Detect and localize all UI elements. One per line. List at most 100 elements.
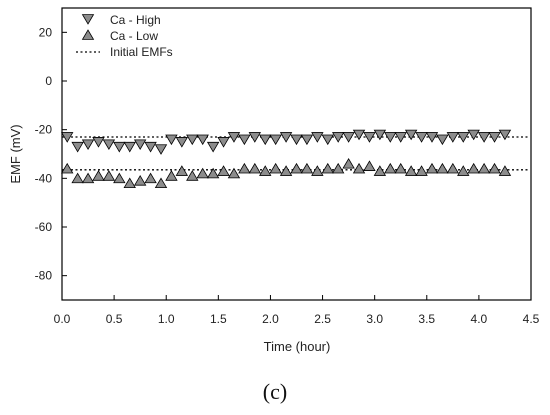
y-tick-label: -60 xyxy=(35,220,53,234)
ca-low-point xyxy=(165,170,178,181)
x-tick-label: 3.0 xyxy=(366,312,383,326)
ca-high-point xyxy=(248,132,262,143)
ca-high-point xyxy=(196,134,209,146)
ca-high-point xyxy=(436,134,449,146)
ca-high-point xyxy=(488,132,501,143)
ca-high-point xyxy=(404,129,418,141)
y-tick-label: -80 xyxy=(35,269,53,283)
x-axis-title: Time (hour) xyxy=(264,339,331,354)
ca-low-point xyxy=(102,170,116,181)
ca-high-point xyxy=(238,134,251,146)
ca-low-point xyxy=(144,172,157,184)
ca-low-point xyxy=(404,165,418,176)
x-tick-label: 2.5 xyxy=(314,312,331,326)
ca-high-point xyxy=(175,137,189,148)
ca-high-point xyxy=(71,141,84,153)
ca-low-point xyxy=(248,162,262,174)
ca-low-point xyxy=(311,165,324,176)
ca-high-point xyxy=(331,132,345,143)
ca-low-point xyxy=(206,167,220,179)
ca-low-point xyxy=(373,165,387,176)
ca-low-point xyxy=(279,165,293,176)
ca-low-point xyxy=(467,162,480,174)
legend-label: Ca - Low xyxy=(110,29,158,43)
ca-high-point xyxy=(352,129,366,141)
ca-low-point xyxy=(457,165,470,176)
x-tick-label: 4.5 xyxy=(523,312,540,326)
x-tick-label: 2.0 xyxy=(262,312,279,326)
ca-low-point xyxy=(81,172,95,184)
y-tick-label: -20 xyxy=(35,123,53,137)
ca-high-point xyxy=(342,132,355,143)
ca-high-point xyxy=(259,134,272,146)
ca-low-point xyxy=(488,162,501,174)
ca-low-point xyxy=(175,165,189,176)
ca-high-point xyxy=(227,132,241,143)
ca-high-point xyxy=(61,132,74,143)
ca-low-point xyxy=(227,167,241,179)
ca-low-point xyxy=(238,162,251,174)
ca-low-point xyxy=(436,162,449,174)
x-tick-label: 0.5 xyxy=(106,312,123,326)
ca-low-point xyxy=(154,177,168,189)
ca-high-point xyxy=(394,132,407,143)
ca-low-point xyxy=(61,162,74,174)
y-axis: 20 0 -20 -40 -60 -80 xyxy=(35,25,67,283)
ca-low-point xyxy=(71,172,84,184)
ca-low-point xyxy=(415,165,428,176)
ca-high-point xyxy=(206,141,220,153)
ca-low-point xyxy=(352,162,366,174)
ca-high-point xyxy=(165,134,178,146)
ca-high-point xyxy=(467,129,480,141)
y-axis-title: EMF (mV) xyxy=(8,124,23,183)
ca-low-point xyxy=(259,165,272,176)
ca-low-point xyxy=(300,162,314,174)
data-markers xyxy=(61,129,512,189)
y-tick-label: -40 xyxy=(35,171,53,185)
ca-high-point xyxy=(154,144,168,155)
x-tick-label: 0.0 xyxy=(54,312,71,326)
legend-marker-ca-high xyxy=(81,14,95,25)
ca-low-point xyxy=(133,175,147,186)
ca-low-point xyxy=(394,162,407,174)
ca-low-point xyxy=(425,162,439,174)
ca-high-point xyxy=(384,132,397,143)
ca-high-point xyxy=(123,141,136,153)
ca-high-point xyxy=(300,134,314,146)
ca-high-point xyxy=(113,141,126,153)
x-tick-label: 1.5 xyxy=(210,312,227,326)
ca-high-point xyxy=(363,132,376,143)
ca-high-point xyxy=(446,132,460,143)
x-tick-label: 4.0 xyxy=(471,312,488,326)
y-tick-label: 0 xyxy=(45,74,52,88)
ca-high-point xyxy=(279,132,293,143)
legend-marker-ca-low xyxy=(81,29,95,40)
ca-high-point xyxy=(498,129,512,141)
ca-low-point xyxy=(446,162,460,174)
ca-high-point xyxy=(425,132,439,143)
ca-high-point xyxy=(92,137,105,148)
ca-high-point xyxy=(269,134,282,146)
ca-low-point xyxy=(384,162,397,174)
ca-low-point xyxy=(217,165,230,176)
legend: Ca - High Ca - Low Initial EMFs xyxy=(76,13,173,59)
ca-high-point xyxy=(217,137,230,148)
ca-high-point xyxy=(311,132,324,143)
ca-high-point xyxy=(133,139,147,151)
y-tick-label: 20 xyxy=(39,25,53,39)
ca-high-point xyxy=(373,129,387,141)
ca-low-point xyxy=(331,162,345,174)
ca-low-point xyxy=(92,170,105,181)
legend-label: Initial EMFs xyxy=(110,45,173,59)
ca-high-point xyxy=(457,132,470,143)
ca-low-point xyxy=(113,172,126,184)
ca-high-point xyxy=(477,132,491,143)
x-tick-label: 3.5 xyxy=(418,312,435,326)
ca-high-point xyxy=(144,141,157,153)
ca-high-point xyxy=(102,139,116,151)
ca-low-point xyxy=(123,177,136,189)
ca-low-point xyxy=(269,162,282,174)
x-tick-label: 1.0 xyxy=(158,312,175,326)
ca-low-point xyxy=(477,162,491,174)
